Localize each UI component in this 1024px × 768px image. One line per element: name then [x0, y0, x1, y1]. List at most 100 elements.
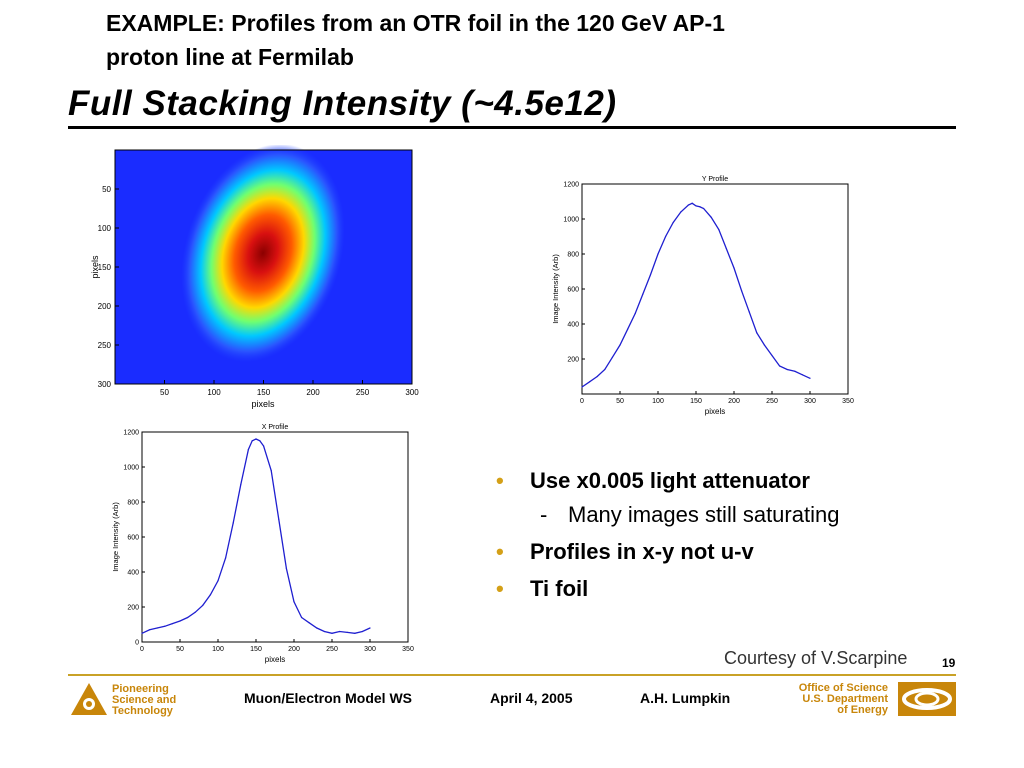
y-profile-data-point: [718, 228, 720, 231]
y-profile-data-point: [680, 211, 682, 213]
x-profile-chart: X Profile 0 200 400 600 800 1000 1200 0 50 100 150 2…: [111, 424, 414, 664]
beam-image-plot: 50 100 150 200 250 300 50 100 150 200 250 300 pixe…: [90, 145, 419, 409]
image-xtick-label: 300: [405, 388, 419, 397]
x-profile-data-point: [259, 440, 261, 442]
y-profile-chart: Y Profile 200 400 600 800 1000 1200 0 50 100 150 20…: [551, 176, 854, 416]
y-profile-data-point: [725, 248, 727, 250]
x-profile-xtick-label: 50: [176, 646, 184, 653]
y-profile-data-point: [581, 386, 583, 388]
fermilab-logo-icon: [71, 683, 107, 715]
slide-title-line-2: proton line at Fermilab: [106, 44, 354, 70]
x-profile-xtick-label: 0: [140, 646, 144, 653]
y-profile-data-point: [771, 354, 773, 357]
x-profile-data-point: [354, 632, 356, 634]
y-profile-data-point: [763, 344, 765, 346]
x-profile-data-point: [278, 518, 280, 521]
y-profile-data-point: [695, 205, 697, 207]
y-profile-xtick-label: 0: [580, 398, 584, 405]
image-xtick-label: 150: [257, 388, 271, 397]
x-profile-data-point: [308, 622, 310, 624]
y-profile-data-point: [786, 368, 788, 371]
bullet-text: Use x0.005 light attenuator: [530, 468, 810, 493]
y-profile-data-point: [794, 370, 796, 372]
y-profile-xlabel: pixels: [705, 407, 725, 416]
bullet-item-1: • Use x0.005 light attenuator: [496, 468, 936, 494]
x-profile-data-point: [270, 469, 272, 472]
y-profile-data-point: [756, 332, 758, 334]
x-profile-ytick-label: 200: [127, 605, 139, 612]
sub-bullet-item: - Many images still saturating: [540, 502, 840, 527]
y-profile-data-point: [748, 311, 750, 313]
x-profile-xtick-label: 100: [212, 646, 224, 653]
y-profile-xtick-label: 350: [842, 398, 854, 405]
image-ytick-label: 150: [98, 263, 112, 272]
y-profile-data-point: [741, 290, 743, 292]
y-profile-data-point: [611, 356, 613, 358]
x-profile-data-point: [209, 594, 211, 596]
x-profile-data-point: [323, 630, 325, 633]
y-profile-data-point: [779, 365, 781, 367]
x-profile-data-point: [179, 620, 181, 622]
x-profile-xlabel: pixels: [265, 655, 285, 664]
image-ytick-label: 50: [102, 185, 111, 194]
y-profile-data-point: [733, 267, 735, 269]
x-profile-data-point: [251, 440, 253, 442]
x-profile-data-point: [331, 632, 333, 634]
x-profile-data-point: [293, 601, 295, 603]
y-profile-xtick-label: 150: [690, 398, 702, 405]
image-xlabel: pixels: [251, 399, 275, 409]
y-profile-ytick-label: 1200: [563, 182, 579, 189]
x-profile-ytick-label: 1200: [123, 430, 139, 437]
x-profile-data-point: [361, 630, 363, 633]
x-profile-data-point: [346, 631, 348, 633]
y-profile-data-point: [691, 202, 693, 204]
bullet-item-3: • Ti foil: [496, 576, 936, 602]
title-rule: [68, 126, 956, 129]
x-profile-data-point: [255, 438, 257, 440]
y-profile-data-point: [642, 293, 644, 295]
y-profile-ylabel: Image Intensity (Arb): [551, 254, 560, 324]
x-profile-data-point: [171, 623, 173, 625]
bullet-text: Profiles in x-y not u-v: [530, 539, 754, 564]
y-profile-data-point: [665, 235, 667, 238]
y-profile-xtick-label: 50: [616, 398, 624, 405]
image-xtick-label: 250: [356, 388, 370, 397]
x-profile-ytick-label: 600: [127, 535, 139, 542]
y-profile-data-point: [589, 381, 591, 383]
x-profile-xtick-label: 350: [402, 646, 414, 653]
y-profile-data-point: [703, 207, 705, 210]
y-profile-data-point: [699, 206, 701, 208]
y-profile-xtick-label: 250: [766, 398, 778, 405]
courtesy-credit: Courtesy of V.Scarpine: [724, 648, 908, 668]
image-xtick-label: 200: [306, 388, 320, 397]
y-profile-data-point: [627, 328, 629, 330]
x-profile-data-point: [247, 448, 249, 451]
image-ylabel: pixels: [90, 255, 100, 279]
x-profile-data-point: [141, 632, 143, 634]
x-profile-data-point: [263, 445, 265, 447]
doe-logo-icon: [898, 682, 956, 716]
footer-date: April 4, 2005: [490, 690, 573, 706]
y-profile-ytick-label: 400: [567, 322, 579, 329]
footer-rule: [68, 674, 956, 676]
x-profile-data-point: [156, 627, 158, 629]
x-profile-xtick-label: 250: [326, 646, 338, 653]
slide-subtitle: Full Stacking Intensity (~4.5e12): [68, 84, 617, 123]
x-profile-data-point: [164, 625, 166, 627]
image-ytick-label: 200: [98, 302, 112, 311]
x-profile-ytick-label: 1000: [123, 465, 139, 472]
x-profile-data-point: [301, 616, 303, 619]
y-profile-ytick-label: 600: [567, 287, 579, 294]
x-profile-data-point: [285, 567, 287, 570]
image-ytick-label: 250: [98, 341, 112, 350]
pioneering-tagline: Pioneering Science and Technology: [112, 683, 177, 717]
x-profile-data-point: [316, 627, 318, 629]
y-profile-title: Y Profile: [702, 176, 728, 183]
image-ytick-label: 300: [98, 380, 112, 389]
y-profile-plot-area: [581, 183, 849, 395]
y-profile-data-point: [634, 312, 636, 315]
footer-author: A.H. Lumpkin: [640, 690, 731, 706]
footer-workshop: Muon/Electron Model WS: [244, 690, 412, 706]
x-profile-data-point: [232, 522, 234, 524]
bullet-dot-icon: •: [496, 468, 504, 493]
